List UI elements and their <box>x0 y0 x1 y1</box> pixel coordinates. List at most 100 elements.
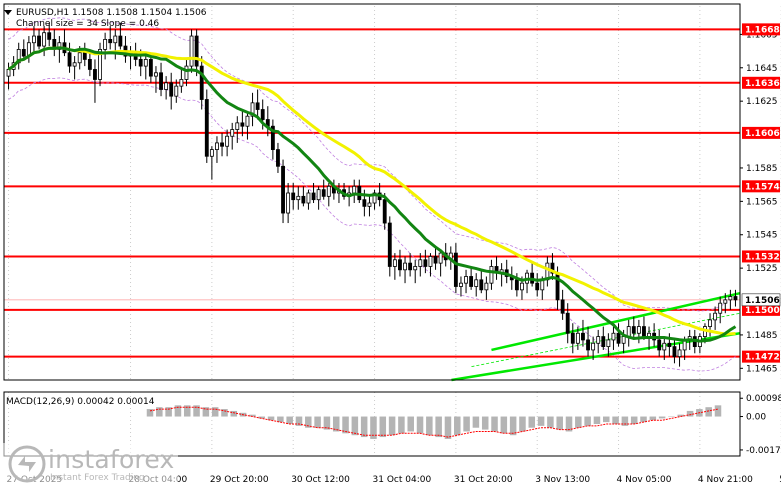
price-tick-label: 1.1645 <box>746 64 778 74</box>
candle-body <box>189 35 194 67</box>
candle-body <box>520 282 524 291</box>
time-axis-label: 29 Oct 20:00 <box>210 475 269 485</box>
time-axis-label: 31 Oct 20:00 <box>454 475 513 485</box>
candle-body <box>93 69 97 80</box>
macd-histogram-bar <box>426 416 433 436</box>
candle-body <box>301 195 306 204</box>
instaforex-logo-icon <box>8 445 46 483</box>
macd-histogram-bar <box>705 407 712 417</box>
price-tick-label: 1.1485 <box>746 331 778 341</box>
macd-tick-label: 0.00098 <box>746 394 781 404</box>
candle-body <box>270 125 275 150</box>
candle-body <box>662 342 667 351</box>
candle-body <box>316 189 321 201</box>
macd-tick-label: 0.00 <box>746 413 766 423</box>
macd-histogram-bar <box>416 416 424 434</box>
candle-body <box>72 62 77 67</box>
candle-body <box>32 35 36 44</box>
candle-body <box>148 59 153 77</box>
macd-histogram-bar <box>491 416 498 432</box>
logo-brand: instaforex <box>48 445 175 474</box>
candle-body <box>636 326 641 334</box>
candle-body <box>306 192 311 204</box>
macd-histogram-bar <box>640 416 647 423</box>
macd-histogram-bar <box>509 416 517 436</box>
channel-envelope <box>8 17 736 372</box>
current-price-label: 1.1506 <box>745 296 780 306</box>
price-tick-label: 1.1565 <box>746 197 778 207</box>
macd-histogram-bar <box>183 405 191 417</box>
candle-body <box>453 252 458 287</box>
macd-histogram-bar <box>454 416 461 436</box>
chart-header: EURUSD,H1 1.1508 1.1508 1.1504 1.1506 Ch… <box>4 8 207 407</box>
candle-body <box>489 266 494 284</box>
candle-body <box>398 259 402 271</box>
candle-body <box>169 82 174 97</box>
macd-histogram-bar <box>370 416 377 439</box>
watermark-logo: instaforex Instant Forex Trading <box>2 443 178 485</box>
price-tick-label: 1.1545 <box>746 231 778 241</box>
macd-histogram-bar <box>677 414 685 417</box>
candle-body <box>626 326 631 337</box>
price-tick-label: 1.1465 <box>746 364 778 374</box>
level-label: 1.1636 <box>745 79 780 89</box>
candle-body <box>611 332 616 341</box>
candle-body <box>225 135 230 147</box>
candle-body <box>179 79 184 87</box>
time-axis-label: 4 Nov 05:00 <box>617 475 672 485</box>
candle-body <box>154 72 158 77</box>
macd-histogram-bar <box>174 405 182 417</box>
macd-histogram-bar <box>332 416 340 432</box>
channel-upper-line <box>491 291 741 352</box>
dropdown-triangle-icon[interactable] <box>4 10 12 15</box>
candle-body <box>464 276 468 284</box>
candle-body <box>57 42 62 50</box>
macd-panel <box>146 405 722 439</box>
candle-body <box>108 38 113 44</box>
candle-body <box>413 266 418 271</box>
level-label-box <box>742 76 780 89</box>
candle-body <box>418 259 423 267</box>
candle-body <box>113 35 118 44</box>
macd-histogram-bar <box>621 416 629 426</box>
candle-body <box>199 65 204 100</box>
candle-body <box>570 332 575 344</box>
candle-body <box>474 279 479 287</box>
macd-histogram-bar <box>398 416 405 434</box>
candle-body <box>387 222 392 267</box>
candle-body <box>423 259 428 267</box>
macd-histogram-bar <box>472 416 480 428</box>
candle-body <box>408 262 413 271</box>
upper-envelope-line <box>8 17 736 312</box>
macd-histogram-bar <box>295 416 303 426</box>
level-label: 1.1472 <box>745 353 780 363</box>
candle-body <box>560 299 565 314</box>
level-label: 1.1606 <box>745 129 780 139</box>
candle-body <box>479 279 484 291</box>
candle-body <box>586 339 590 351</box>
level-label-box <box>742 250 780 263</box>
macd-histogram-bar <box>286 416 293 424</box>
level-label-box <box>742 126 780 139</box>
candle-body <box>550 262 555 274</box>
lower-envelope-line <box>8 77 736 372</box>
level-label-box <box>742 303 780 316</box>
macd-histogram-bar <box>593 416 601 424</box>
candle-body <box>42 32 47 47</box>
candle-body <box>276 149 280 167</box>
macd-histogram-bar <box>463 416 470 432</box>
macd-histogram-bar <box>305 416 312 428</box>
time-axis-label: 4 Nov 21:00 <box>698 475 753 485</box>
price-tick-label: 1.1525 <box>746 264 778 274</box>
logo-tagline: Instant Forex Trading <box>50 473 145 483</box>
candle-body <box>250 102 255 117</box>
candle-body <box>143 59 148 67</box>
candle-body <box>616 332 621 344</box>
price-tick-label: 1.1625 <box>746 97 778 107</box>
macd-histogram-bar <box>379 416 387 438</box>
candle-body <box>16 49 21 64</box>
indicator-line: Channel size = 34 Slope = 0.46 <box>16 19 159 29</box>
candle-body <box>672 346 677 358</box>
candle-body <box>87 59 92 70</box>
